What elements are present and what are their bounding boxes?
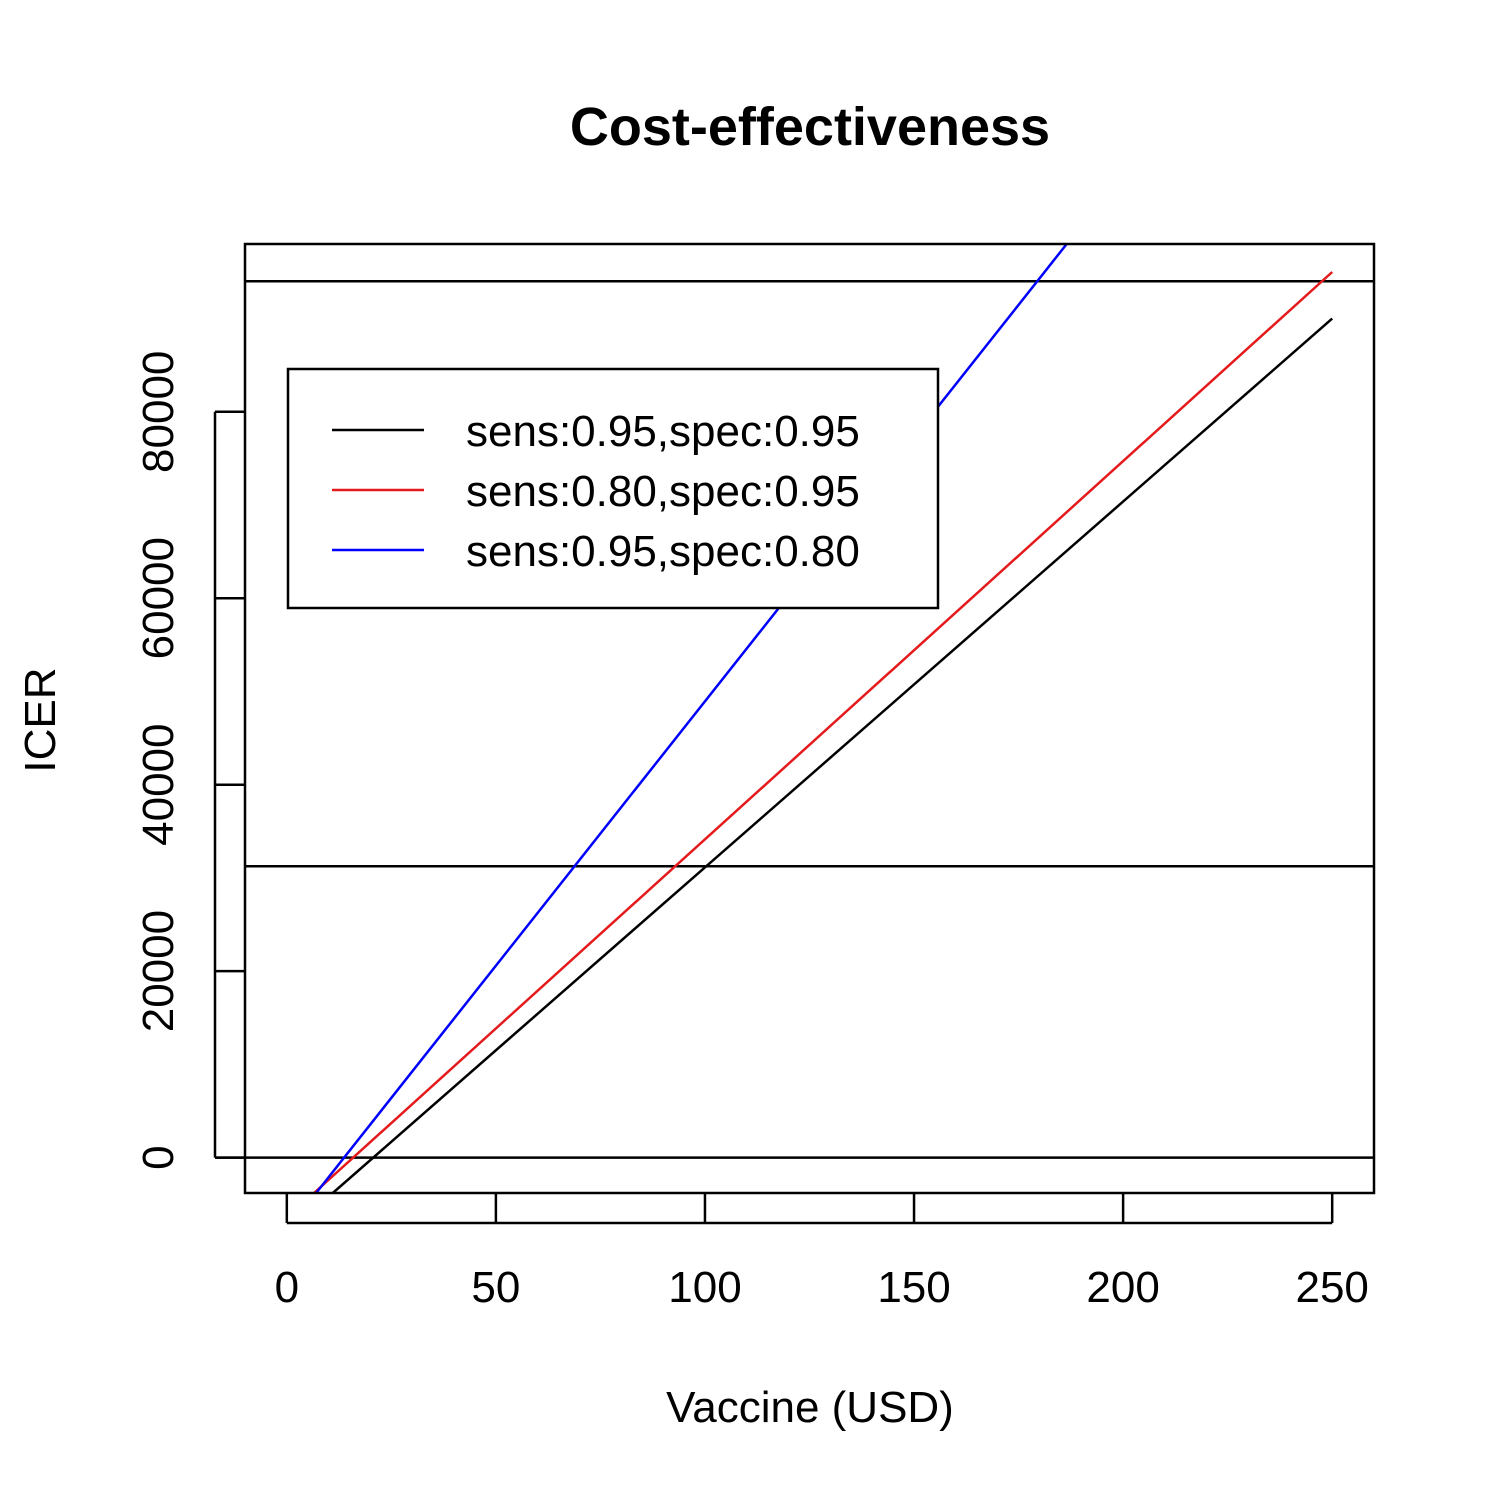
x-tick-label-4: 200 [1086, 1263, 1159, 1312]
y-axis-label: ICER [16, 667, 65, 772]
series-line-0 [331, 317, 1334, 1193]
y-tick-label-4: 80000 [134, 351, 183, 473]
legend-label-1: sens:0.80,spec:0.95 [466, 467, 860, 516]
x-tick-label-5: 250 [1295, 1263, 1368, 1312]
x-axis: 0 50 100 150 200 250 [275, 1193, 1369, 1312]
chart-title: Cost-effectiveness [570, 97, 1050, 157]
x-tick-label-1: 50 [471, 1263, 520, 1312]
y-tick-label-3: 60000 [134, 537, 183, 659]
legend: sens:0.95,spec:0.95 sens:0.80,spec:0.95 se… [286, 367, 940, 610]
legend-label-2: sens:0.95,spec:0.80 [466, 527, 860, 576]
x-tick-label-2: 100 [668, 1263, 741, 1312]
series-line-2 [315, 244, 1068, 1193]
y-tick-label-2: 40000 [134, 724, 183, 846]
series-line-1 [313, 271, 1334, 1193]
plot-content [245, 244, 1374, 1193]
plot-frame [243, 242, 1376, 1195]
y-tick-label-0: 0 [134, 1145, 183, 1169]
y-tick-label-1: 20000 [134, 910, 183, 1032]
legend-label-0: sens:0.95,spec:0.95 [466, 407, 860, 456]
legend-box [286, 367, 940, 610]
x-tick-label-3: 150 [877, 1263, 950, 1312]
x-tick-label-0: 0 [275, 1263, 299, 1312]
x-axis-label: Vaccine (USD) [666, 1383, 954, 1432]
y-axis: 0 20000 40000 60000 80000 [134, 351, 245, 1170]
plot-area [215, 242, 1376, 1195]
